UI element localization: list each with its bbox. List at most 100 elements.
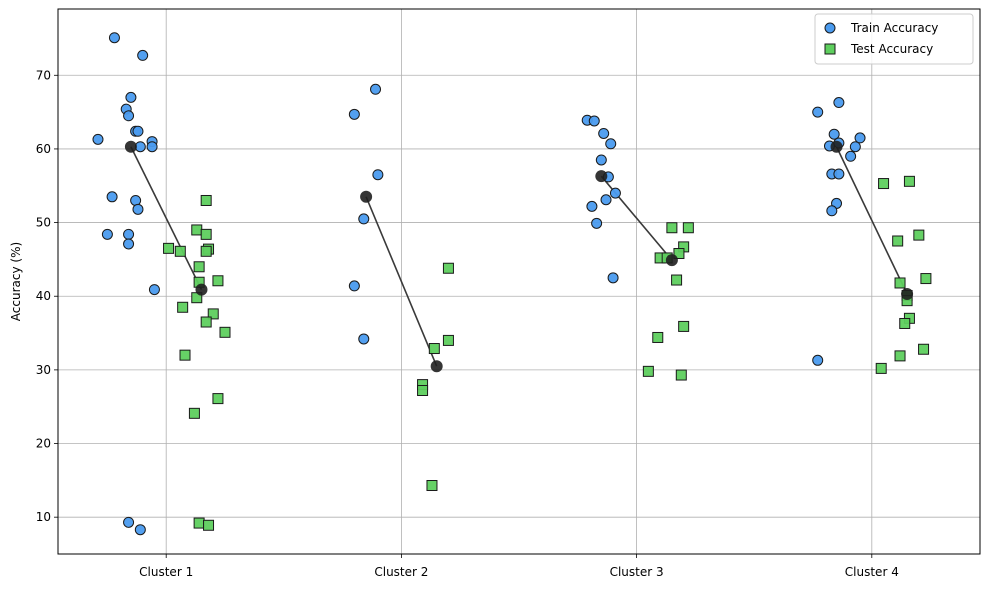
- test-point: [417, 385, 429, 396]
- train-point: [132, 125, 144, 137]
- test-point: [678, 320, 690, 332]
- train-point: [123, 238, 135, 250]
- test-point: [200, 228, 212, 240]
- test-point: [188, 407, 200, 419]
- test-point: [212, 393, 224, 405]
- train-point: [845, 150, 857, 162]
- legend: Train Accuracy Test Accuracy: [814, 13, 974, 65]
- train-point: [849, 141, 861, 153]
- legend-marker-train: [824, 22, 836, 34]
- legend-label: Train Accuracy: [850, 21, 938, 35]
- test-point: [894, 350, 906, 362]
- legend-label: Test Accuracy: [850, 42, 933, 56]
- y-tick-label: 60: [36, 142, 51, 156]
- y-axis-label: Accuracy (%): [9, 242, 23, 321]
- train-point: [148, 284, 160, 296]
- train-point: [123, 228, 135, 240]
- y-tick-label: 10: [36, 510, 51, 524]
- test-point: [179, 349, 191, 361]
- train-point: [370, 83, 382, 95]
- test-point: [918, 343, 930, 355]
- mean-markers: [124, 140, 914, 373]
- y-axis: 10 20 30 40 50 60 70: [36, 68, 58, 524]
- test-point: [177, 301, 189, 313]
- test-point: [671, 274, 683, 286]
- test-point: [442, 262, 454, 274]
- test-point: [200, 194, 212, 206]
- train-point: [586, 200, 598, 212]
- mean-connector-line: [835, 146, 908, 295]
- train-point: [607, 272, 619, 284]
- test-point: [913, 229, 925, 241]
- train-point: [358, 213, 370, 225]
- x-tick-label: Cluster 2: [374, 565, 428, 579]
- test-point: [894, 277, 906, 289]
- test-point: [666, 222, 678, 234]
- train-point: [833, 97, 845, 109]
- test-point: [200, 245, 212, 257]
- train-point: [828, 128, 840, 140]
- train-mean-marker: [830, 140, 843, 153]
- test-mean-marker: [430, 360, 443, 373]
- test-point: [878, 178, 890, 190]
- train-mean-marker: [360, 190, 373, 203]
- train-point: [591, 217, 603, 229]
- test-point: [875, 362, 887, 374]
- test-point: [920, 273, 932, 285]
- train-point: [598, 127, 610, 139]
- test-point: [203, 519, 215, 531]
- y-tick-label: 50: [36, 216, 51, 230]
- train-point: [372, 169, 384, 181]
- test-point: [163, 242, 175, 254]
- y-tick-label: 40: [36, 289, 51, 303]
- train-point: [92, 133, 104, 145]
- test-point: [442, 334, 454, 346]
- train-point: [605, 138, 617, 150]
- train-point: [600, 194, 612, 206]
- y-tick-label: 70: [36, 68, 51, 82]
- test-point: [673, 248, 685, 260]
- test-mean-marker: [665, 254, 678, 267]
- train-point: [106, 191, 118, 203]
- train-point: [812, 354, 824, 366]
- train-point: [812, 106, 824, 118]
- legend-box: [814, 13, 974, 65]
- test-point: [675, 369, 687, 381]
- mean-connector-line: [365, 196, 438, 367]
- test-point: [207, 308, 219, 320]
- x-tick-label: Cluster 4: [845, 565, 899, 579]
- test-point: [903, 175, 915, 187]
- test-point: [652, 331, 664, 343]
- train-point: [348, 280, 360, 292]
- train-point: [123, 110, 135, 122]
- test-point: [200, 316, 212, 328]
- train-point: [125, 91, 137, 103]
- test-point: [892, 235, 904, 247]
- mean-connector-line: [130, 146, 203, 290]
- train-point: [146, 141, 158, 153]
- y-tick-label: 30: [36, 363, 51, 377]
- test-point: [212, 275, 224, 287]
- train-point: [101, 228, 113, 240]
- train-point: [132, 203, 144, 215]
- train-point: [108, 32, 120, 44]
- train-point: [348, 108, 360, 120]
- x-axis: Cluster 1 Cluster 2 Cluster 3 Cluster 4: [139, 554, 899, 579]
- legend-marker-test: [824, 43, 836, 55]
- train-point: [358, 333, 370, 345]
- x-tick-label: Cluster 3: [610, 565, 664, 579]
- mean-connector-lines: [130, 146, 908, 367]
- train-point: [854, 132, 866, 144]
- test-mean-marker: [195, 283, 208, 296]
- test-point: [219, 326, 231, 338]
- test-point: [193, 261, 205, 273]
- grid-lines: [58, 9, 980, 554]
- data-markers: [92, 32, 932, 536]
- test-mean-marker: [901, 288, 914, 301]
- test-point: [642, 365, 654, 377]
- y-tick-label: 20: [36, 437, 51, 451]
- test-point: [682, 222, 694, 234]
- train-point: [123, 516, 135, 528]
- x-tick-label: Cluster 1: [139, 565, 193, 579]
